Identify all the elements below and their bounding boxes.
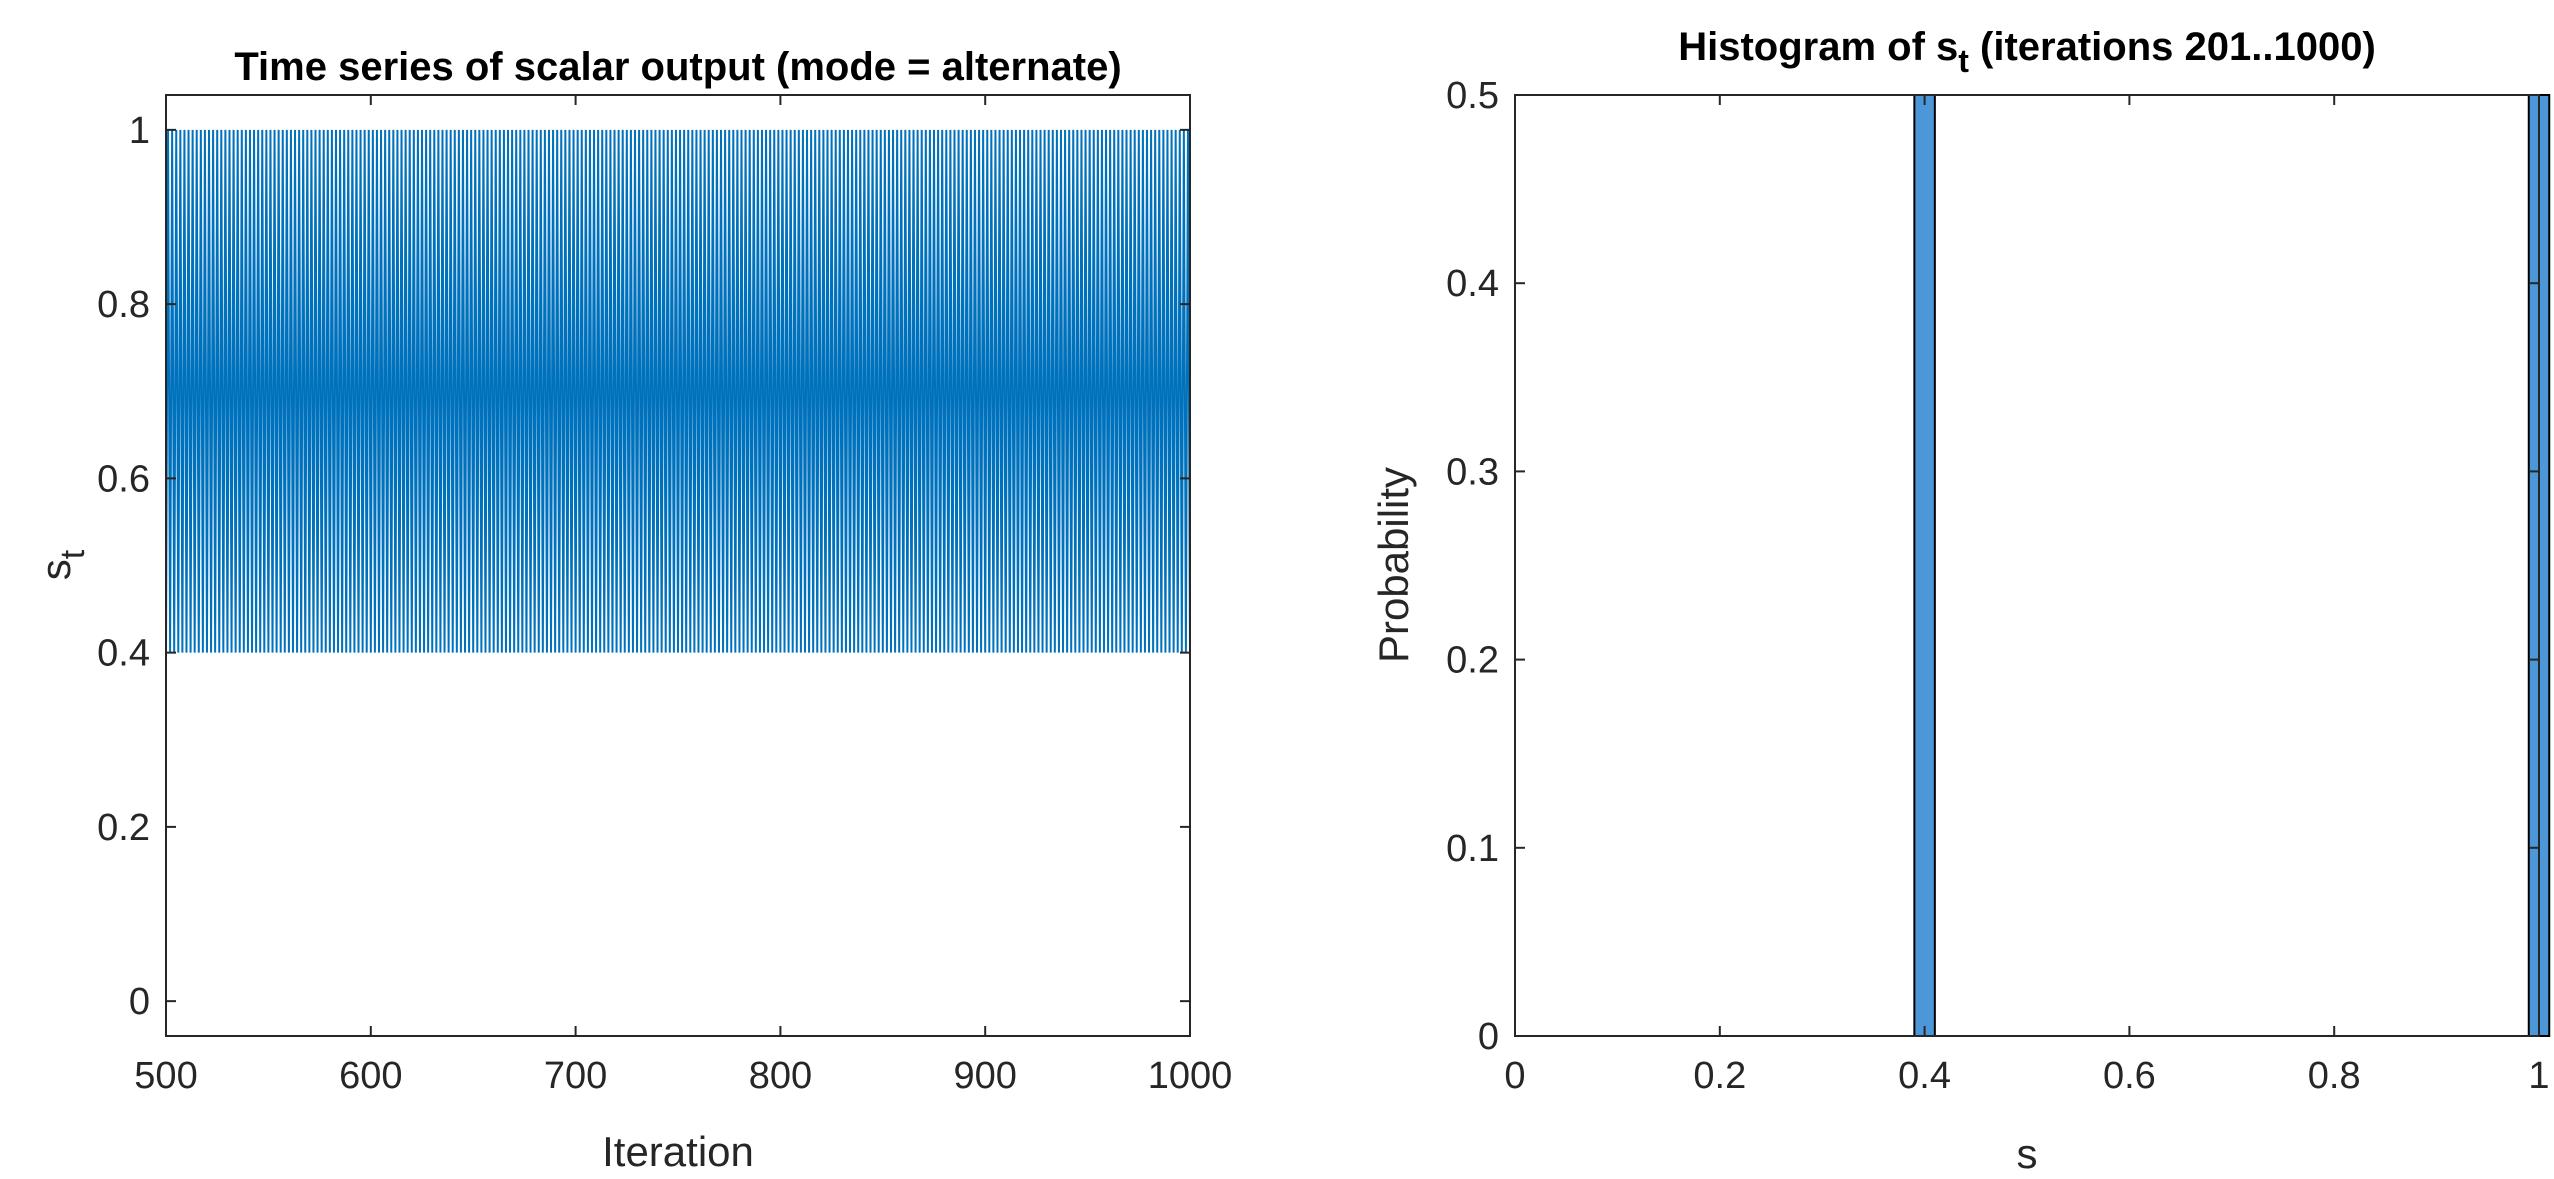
svg-text:st: st (32, 549, 92, 580)
histogram-x-tick-label: 0.2 (1693, 1055, 1746, 1097)
time-series-axes-box (165, 94, 1191, 1037)
histogram-axes-box (1514, 94, 2540, 1037)
histogram-y-tick-label: 0.4 (1446, 263, 1499, 305)
histogram-title-subscript: t (1958, 43, 1969, 79)
time-series-y-ticks: 0 0.2 0.4 0.6 0.8 1 (97, 110, 1190, 1023)
histogram-y-ticks: 0 0.1 0.2 0.3 0.4 0.5 (1446, 75, 2539, 1058)
histogram-y-tick-label: 0.5 (1446, 75, 1499, 117)
histogram-title-prefix: Histogram of s (1678, 25, 1958, 69)
histogram-x-tick-label: 0.4 (1898, 1055, 1951, 1097)
time-series-x-label: Iteration (602, 1128, 754, 1175)
time-series-y-label-subscript: t (54, 549, 92, 559)
histogram-x-label: s (2017, 1130, 2038, 1177)
time-series-x-tick-label: 600 (339, 1055, 402, 1097)
histogram-y-tick-label: 0 (1478, 1016, 1499, 1058)
time-series-line (165, 129, 1191, 653)
time-series-x-tick-label: 700 (544, 1055, 607, 1097)
time-series-y-tick-label: 0.8 (97, 284, 150, 326)
time-series-x-tick-label: 1000 (1148, 1055, 1233, 1097)
histogram-title-suffix: (iterations 201..1000) (1969, 25, 2376, 69)
histogram-y-label: Probability (1370, 467, 1417, 663)
time-series-y-tick-label: 0.6 (97, 458, 150, 500)
time-series-x-tick-label: 800 (749, 1055, 812, 1097)
histogram-y-tick-label: 0.2 (1446, 640, 1499, 682)
time-series-axes: 500 600 700 800 900 1000 0 0.2 0.4 0.6 0.8 1 Time … (32, 45, 1232, 1175)
time-series-y-label-base: s (32, 559, 79, 580)
histogram-y-tick-label: 0.1 (1446, 828, 1499, 870)
time-series-plot-area (165, 129, 1191, 653)
histogram-y-tick-label: 0.3 (1446, 451, 1499, 493)
histogram-x-tick-label: 0 (1504, 1055, 1525, 1097)
time-series-y-tick-label: 1 (129, 110, 150, 152)
histogram-title: Histogram of st (iterations 201..1000) (1678, 25, 2376, 79)
time-series-y-tick-label: 0.2 (97, 807, 150, 849)
time-series-x-ticks: 500 600 700 800 900 1000 (134, 95, 1232, 1097)
histogram-x-tick-label: 1 (2528, 1055, 2549, 1097)
histogram-x-ticks: 0 0.2 0.4 0.6 0.8 1 (1504, 95, 2550, 1097)
time-series-y-label: st (32, 549, 92, 580)
time-series-y-tick-label: 0.4 (97, 633, 150, 675)
time-series-x-tick-label: 500 (134, 1055, 197, 1097)
time-series-y-tick-label: 0 (129, 981, 150, 1023)
histogram-x-tick-label: 0.8 (2308, 1055, 2361, 1097)
histogram-bar (1913, 94, 1936, 1037)
histogram-axes: 0 0.2 0.4 0.6 0.8 1 0 0.1 0.2 0.3 0.4 0.5 Histogra… (1370, 25, 2551, 1177)
time-series-title: Time series of scalar output (mode = alt… (234, 45, 1121, 89)
histogram-x-tick-label: 0.6 (2103, 1055, 2156, 1097)
time-series-x-tick-label: 900 (953, 1055, 1016, 1097)
